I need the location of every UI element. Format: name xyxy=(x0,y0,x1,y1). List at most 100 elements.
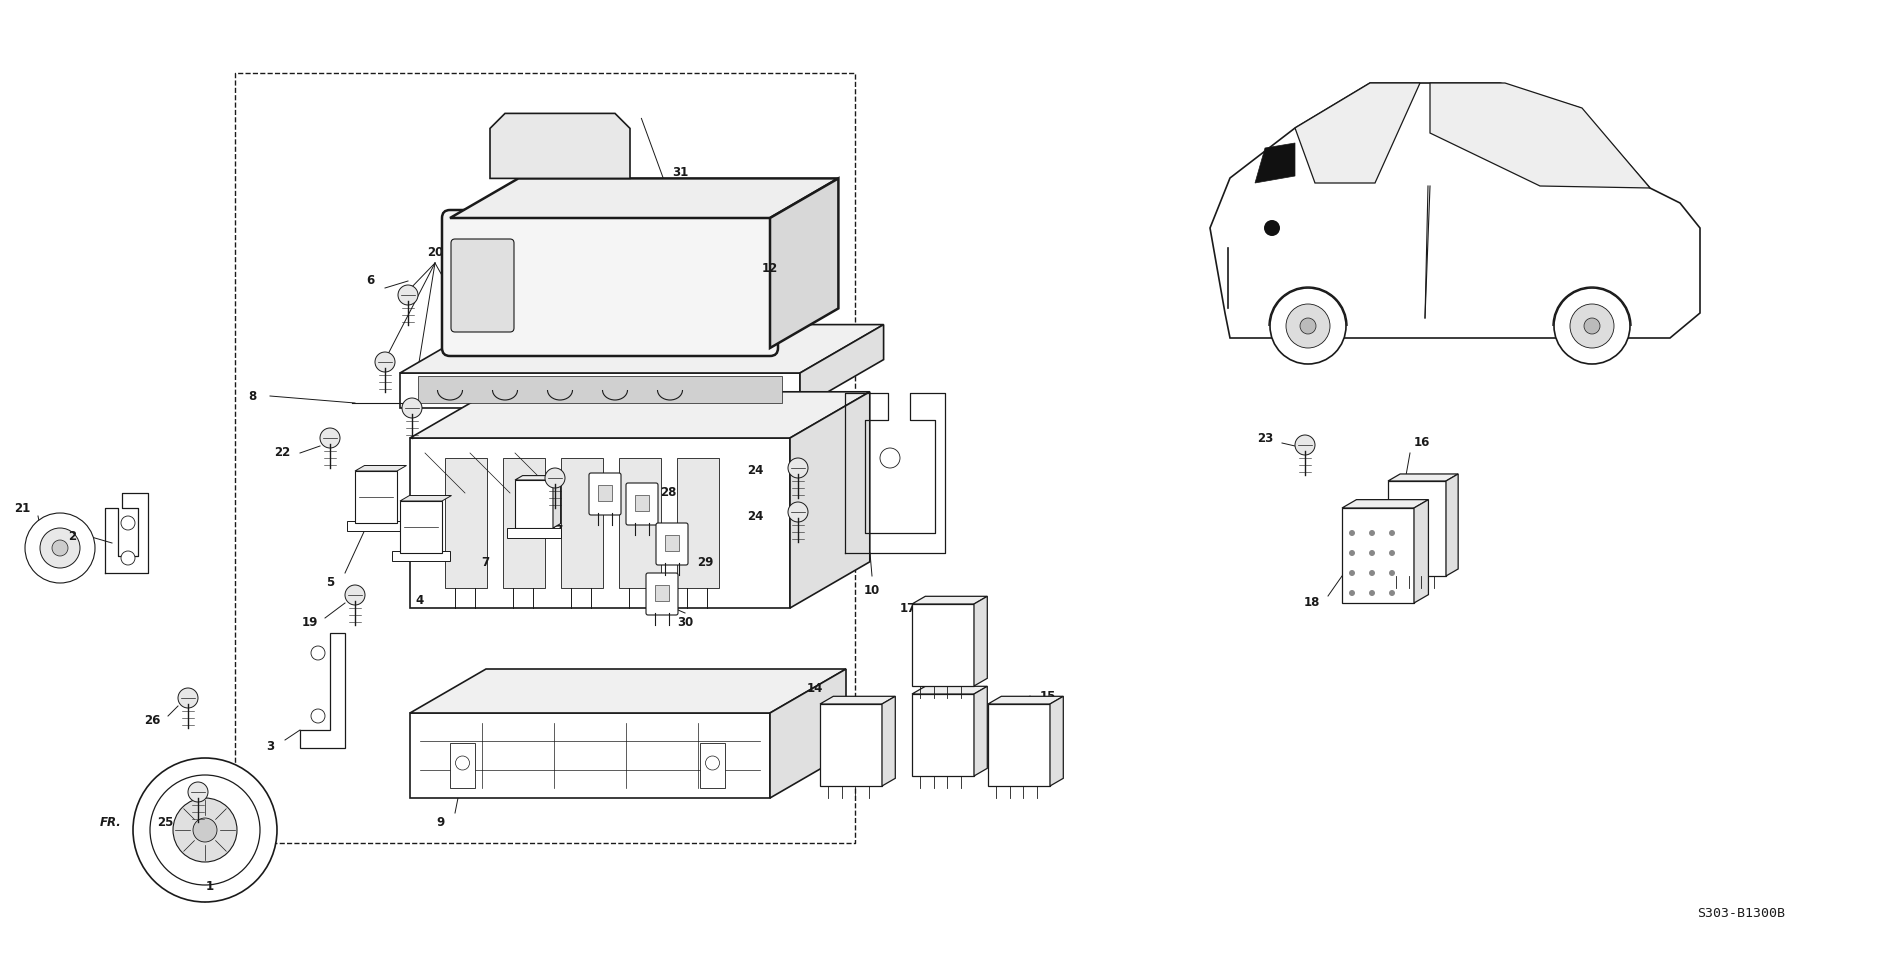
Circle shape xyxy=(1301,318,1316,334)
FancyBboxPatch shape xyxy=(442,210,778,356)
Text: 6: 6 xyxy=(366,273,374,286)
Circle shape xyxy=(1369,590,1374,596)
Circle shape xyxy=(546,468,565,488)
Circle shape xyxy=(1350,530,1356,536)
Bar xyxy=(347,521,406,531)
Polygon shape xyxy=(400,325,884,373)
Bar xyxy=(665,535,680,551)
Text: 15: 15 xyxy=(1040,690,1055,702)
Circle shape xyxy=(149,775,261,885)
Text: 25: 25 xyxy=(157,816,174,830)
Circle shape xyxy=(1584,318,1599,334)
Text: 31: 31 xyxy=(672,167,687,179)
Circle shape xyxy=(1369,530,1374,536)
Circle shape xyxy=(121,551,136,565)
Circle shape xyxy=(319,428,340,448)
Bar xyxy=(598,485,612,501)
Circle shape xyxy=(376,352,395,372)
Circle shape xyxy=(193,818,217,842)
Bar xyxy=(561,458,602,588)
Text: 7: 7 xyxy=(481,557,489,569)
Bar xyxy=(678,458,719,588)
Polygon shape xyxy=(1342,500,1429,508)
Circle shape xyxy=(455,756,470,770)
Circle shape xyxy=(346,585,364,605)
Polygon shape xyxy=(355,466,406,471)
Polygon shape xyxy=(1429,83,1650,188)
Polygon shape xyxy=(1295,83,1420,183)
Text: 22: 22 xyxy=(274,446,291,460)
Polygon shape xyxy=(410,669,846,713)
Circle shape xyxy=(1350,570,1356,576)
Circle shape xyxy=(177,688,198,708)
Text: 27: 27 xyxy=(548,523,563,536)
Bar xyxy=(417,376,782,403)
Polygon shape xyxy=(553,475,561,528)
Text: 24: 24 xyxy=(748,464,763,476)
Circle shape xyxy=(402,398,423,418)
Bar xyxy=(508,528,561,538)
Circle shape xyxy=(1350,550,1356,556)
Text: 2: 2 xyxy=(68,530,76,542)
Circle shape xyxy=(706,756,719,770)
Text: 12: 12 xyxy=(763,262,778,275)
Text: 5: 5 xyxy=(327,577,334,589)
Circle shape xyxy=(1571,304,1614,348)
Polygon shape xyxy=(882,696,895,786)
Polygon shape xyxy=(770,178,838,348)
Text: 1: 1 xyxy=(206,879,213,893)
Polygon shape xyxy=(770,669,846,798)
Bar xyxy=(400,373,801,408)
Circle shape xyxy=(174,798,238,862)
Polygon shape xyxy=(987,696,1063,704)
Polygon shape xyxy=(1446,474,1458,576)
Circle shape xyxy=(25,513,94,583)
Circle shape xyxy=(1554,288,1629,364)
Circle shape xyxy=(1390,590,1395,596)
Text: 29: 29 xyxy=(697,557,714,569)
Text: 3: 3 xyxy=(266,740,274,752)
Circle shape xyxy=(312,646,325,660)
Polygon shape xyxy=(410,392,870,438)
Polygon shape xyxy=(1210,83,1699,338)
Text: S303-B1300B: S303-B1300B xyxy=(1697,907,1784,920)
Circle shape xyxy=(787,502,808,522)
Circle shape xyxy=(398,285,417,305)
Polygon shape xyxy=(801,325,884,408)
Text: 20: 20 xyxy=(427,246,444,260)
Circle shape xyxy=(1286,304,1329,348)
Text: 19: 19 xyxy=(302,617,319,629)
Bar xyxy=(393,551,449,561)
Text: 21: 21 xyxy=(13,501,30,514)
Bar xyxy=(987,704,1050,786)
Polygon shape xyxy=(1256,143,1295,183)
Bar xyxy=(355,471,396,523)
Text: 9: 9 xyxy=(436,816,444,830)
FancyBboxPatch shape xyxy=(646,573,678,615)
Bar xyxy=(446,458,487,588)
FancyBboxPatch shape xyxy=(451,239,514,332)
Polygon shape xyxy=(400,495,451,501)
Polygon shape xyxy=(1388,474,1458,481)
Circle shape xyxy=(1295,435,1316,455)
Text: 10: 10 xyxy=(865,583,880,597)
Text: 14: 14 xyxy=(806,681,823,695)
FancyBboxPatch shape xyxy=(589,473,621,515)
Circle shape xyxy=(1390,570,1395,576)
Polygon shape xyxy=(491,113,631,178)
Text: 13: 13 xyxy=(953,746,970,760)
Bar xyxy=(912,694,974,776)
Circle shape xyxy=(880,448,901,468)
Text: 16: 16 xyxy=(1414,437,1431,449)
Bar xyxy=(515,480,553,528)
Bar xyxy=(700,743,725,788)
Polygon shape xyxy=(819,696,895,704)
Circle shape xyxy=(1263,220,1280,236)
Text: 30: 30 xyxy=(678,617,693,629)
Text: FR.: FR. xyxy=(100,815,121,829)
Circle shape xyxy=(787,458,808,478)
Bar xyxy=(912,604,974,686)
Bar xyxy=(410,438,789,608)
Bar xyxy=(502,458,546,588)
Bar xyxy=(449,743,476,788)
